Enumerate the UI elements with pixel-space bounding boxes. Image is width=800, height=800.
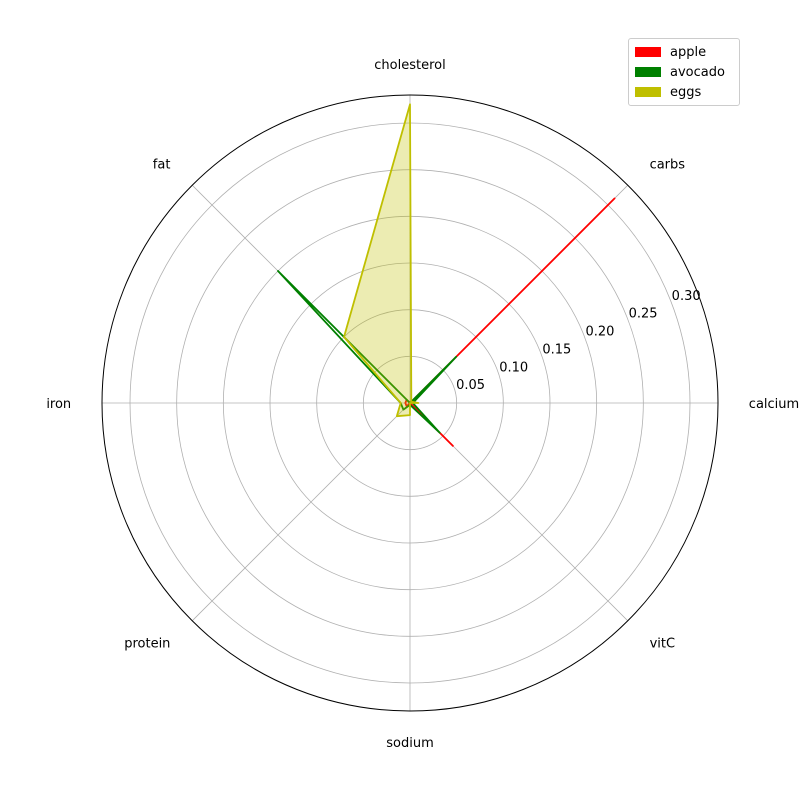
series-line-apple [404, 197, 616, 447]
series-fill-eggs [344, 104, 419, 417]
r-tick-label-2: 0.15 [542, 342, 571, 357]
legend-item-avocado: avocado [635, 62, 733, 82]
legend-item-eggs: eggs [635, 82, 733, 102]
r-tick-label-5: 0.30 [672, 289, 701, 304]
series-line-eggs [343, 103, 420, 418]
legend-label-eggs: eggs [670, 84, 702, 100]
r-tick-label-4: 0.25 [629, 307, 658, 322]
r-tick-label-3: 0.20 [585, 325, 614, 340]
axis-label-calcium: calcium [749, 397, 799, 412]
legend-item-apple: apple [635, 42, 733, 62]
r-tick-label-1: 0.10 [499, 360, 528, 375]
r-tick-label-0: 0.05 [456, 378, 485, 393]
grid-spoke-protein [191, 402, 411, 622]
axis-label-fat: fat [153, 157, 171, 172]
legend-label-avocado: avocado [670, 64, 725, 80]
axis-label-vitC: vitC [650, 637, 675, 652]
legend-label-apple: apple [670, 44, 707, 60]
legend-swatch-eggs [635, 87, 661, 97]
axis-label-sodium: sodium [386, 736, 434, 751]
outer-boundary [101, 94, 719, 712]
series-layer [277, 103, 616, 447]
legend-swatch-apple [635, 47, 661, 57]
axis-label-protein: protein [124, 637, 170, 652]
label-layer: calcium carbs cholesterol fat iron protein sod… [46, 58, 799, 751]
axis-label-iron: iron [46, 397, 71, 412]
legend-swatch-avocado [635, 67, 661, 77]
legend: apple avocado eggs [628, 38, 740, 106]
axis-label-cholesterol: cholesterol [374, 58, 445, 73]
axis-label-carbs: carbs [650, 157, 686, 172]
